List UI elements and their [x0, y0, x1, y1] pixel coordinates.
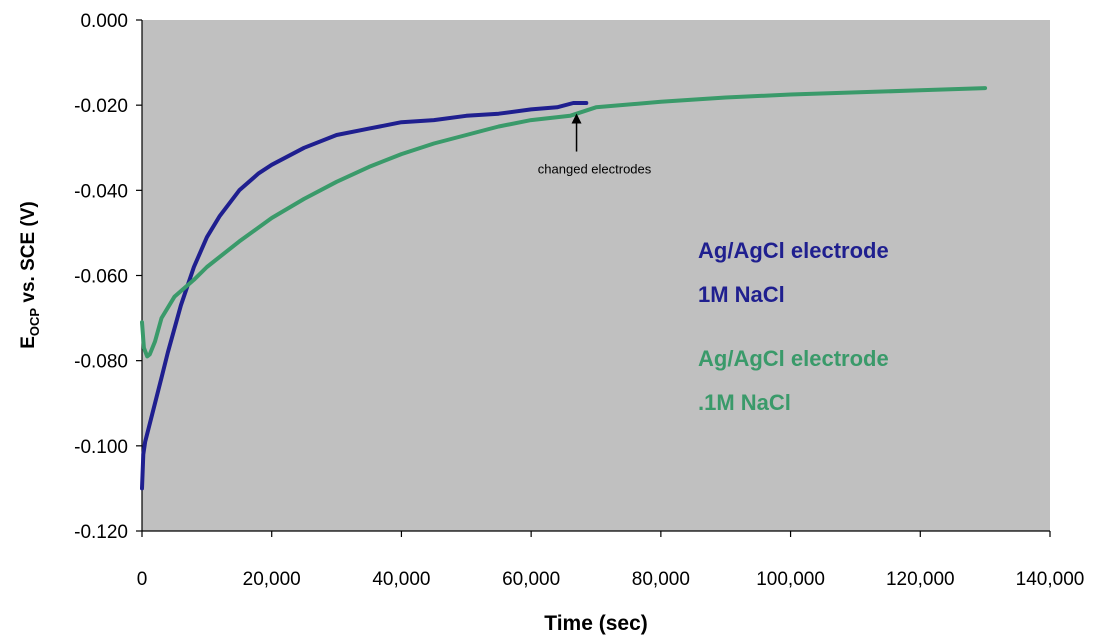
axes — [136, 19, 1051, 537]
annotation: changed electrodes — [538, 113, 652, 177]
x-tick-label: 40,000 — [372, 569, 430, 590]
y-tick-label: -0.020 — [74, 96, 128, 117]
x-axis-title: Time (sec) — [544, 612, 648, 635]
y-tick-label: -0.040 — [74, 181, 128, 202]
x-tick-label: 140,000 — [1016, 569, 1085, 590]
x-tick-label: 100,000 — [756, 569, 825, 590]
annotation-text: changed electrodes — [538, 162, 652, 177]
series-2-line — [140, 86, 988, 359]
x-tick-label: 60,000 — [502, 569, 560, 590]
y-tick-label: -0.100 — [74, 437, 128, 458]
series-1-line — [140, 101, 589, 491]
series-1-label-line-1: Ag/AgCl electrode — [698, 238, 889, 263]
x-tick-label: 0 — [137, 569, 148, 590]
y-tick-label: -0.060 — [74, 267, 128, 288]
x-tick-label: 20,000 — [243, 569, 301, 590]
x-tick-label: 120,000 — [886, 569, 955, 590]
y-axis-title: EOCP vs. SCE (V) — [18, 201, 42, 349]
plot-area — [142, 20, 1050, 531]
series-labels: Ag/AgCl electrode 1M NaCl Ag/AgCl electr… — [698, 238, 889, 415]
y-axis-title-subscript: OCP — [27, 308, 42, 337]
y-tick-label: -0.080 — [74, 352, 128, 373]
series-layer — [140, 86, 988, 491]
series-2-label-line-1: Ag/AgCl electrode — [698, 346, 889, 371]
y-tick-labels: 0.000 -0.020 -0.040 -0.060 -0.080 -0.100 -0.12… — [74, 11, 128, 543]
x-tick-labels: 0 20,000 40,000 60,000 80,000 100,000 120,000 1… — [137, 569, 1085, 590]
y-axis-title-prefix: E — [18, 336, 39, 349]
y-axis-title-suffix: vs. SCE (V) — [18, 201, 39, 308]
series-1-label-line-2: 1M NaCl — [698, 282, 785, 307]
x-tick-label: 80,000 — [632, 569, 690, 590]
y-tick-label: -0.120 — [74, 522, 128, 543]
y-tick-label: 0.000 — [80, 11, 128, 32]
annotation-arrowhead — [571, 113, 582, 124]
series-2-label-line-2: .1M NaCl — [698, 390, 791, 415]
